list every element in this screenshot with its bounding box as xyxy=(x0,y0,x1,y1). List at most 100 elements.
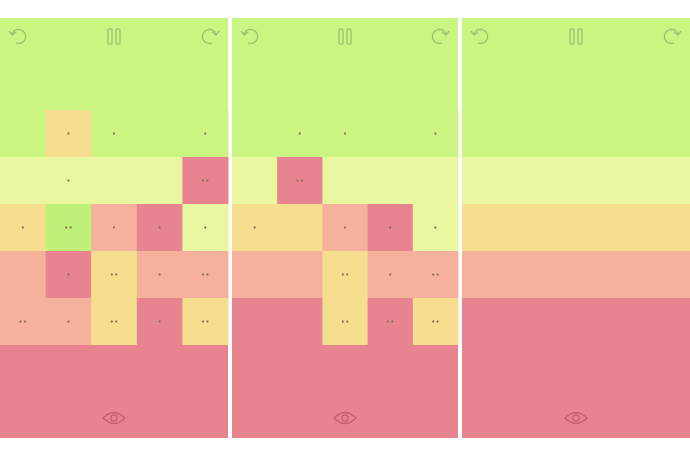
tile[interactable] xyxy=(232,251,278,298)
tile-dot xyxy=(343,226,347,229)
tile-dot xyxy=(21,226,24,229)
color-band xyxy=(462,204,690,251)
tile-dot xyxy=(201,273,205,276)
tile[interactable] xyxy=(182,157,229,204)
tile[interactable] xyxy=(136,110,183,157)
tile[interactable] xyxy=(322,298,369,345)
tile-dot xyxy=(158,320,161,323)
pause-bar[interactable] xyxy=(338,28,344,45)
redo-arrow xyxy=(673,30,682,36)
eye-pupil xyxy=(572,414,580,422)
eye-button[interactable] xyxy=(102,411,126,425)
tile[interactable] xyxy=(0,251,47,298)
tile[interactable] xyxy=(232,157,278,204)
tile[interactable] xyxy=(45,204,92,251)
tile[interactable] xyxy=(412,298,459,345)
eye-pupil xyxy=(341,414,349,422)
tile[interactable] xyxy=(91,251,138,298)
tile-dot xyxy=(434,132,437,135)
tile[interactable] xyxy=(0,110,47,157)
redo-button[interactable] xyxy=(201,28,217,45)
tile-dot xyxy=(389,226,392,229)
tile[interactable] xyxy=(91,298,138,345)
tile[interactable] xyxy=(277,251,323,298)
tile-dot xyxy=(391,320,394,323)
tile-dot xyxy=(204,226,207,229)
tile-dot xyxy=(110,273,113,276)
tile-dot xyxy=(346,273,349,276)
game-panel xyxy=(462,18,690,438)
tile[interactable] xyxy=(412,157,459,204)
sky-area xyxy=(462,18,690,157)
tile[interactable] xyxy=(367,157,414,204)
tile[interactable] xyxy=(277,298,323,345)
tile[interactable] xyxy=(136,157,183,204)
tile-dot xyxy=(206,179,209,182)
tile[interactable] xyxy=(277,204,323,251)
tile-dot xyxy=(253,226,256,229)
undo-arrow xyxy=(240,30,249,36)
redo-arrow xyxy=(441,30,450,36)
tile-dot xyxy=(346,320,349,323)
game-panel xyxy=(0,18,229,438)
eye-pupil xyxy=(110,414,118,422)
tile-dot xyxy=(201,179,205,182)
tile-dot xyxy=(69,226,72,229)
tile[interactable] xyxy=(182,251,229,298)
tile[interactable] xyxy=(277,157,323,204)
tile-dot xyxy=(436,273,439,276)
tile[interactable] xyxy=(367,110,414,157)
undo-button[interactable] xyxy=(473,28,489,45)
tile-dot xyxy=(110,320,113,323)
tile-dot xyxy=(115,320,118,323)
tile[interactable] xyxy=(0,157,47,204)
tile-dot xyxy=(386,320,390,323)
tile-dot xyxy=(434,226,437,229)
tile[interactable] xyxy=(0,298,47,345)
pause-bar[interactable] xyxy=(346,28,352,45)
color-band xyxy=(462,298,690,345)
tile-dot xyxy=(115,273,118,276)
tile-dot xyxy=(341,273,344,276)
tile-dot xyxy=(67,132,70,135)
tile[interactable] xyxy=(91,157,138,204)
tile-dot xyxy=(112,132,116,135)
tile-dot xyxy=(432,320,435,323)
tile[interactable] xyxy=(182,298,229,345)
tile[interactable] xyxy=(412,251,459,298)
tile-dot xyxy=(204,132,207,135)
tile-dot xyxy=(300,179,304,182)
tile-dot xyxy=(67,320,70,323)
tile-dot xyxy=(298,132,301,135)
tile-dot xyxy=(158,226,161,229)
tile-dot xyxy=(23,320,27,323)
tile[interactable] xyxy=(232,298,278,345)
tile-dot xyxy=(206,273,209,276)
tile-dot xyxy=(389,273,392,276)
tile-dot xyxy=(201,320,205,323)
tile-dot xyxy=(67,273,70,276)
tile[interactable] xyxy=(367,298,414,345)
redo-button[interactable] xyxy=(663,28,679,45)
tile[interactable] xyxy=(232,110,278,157)
floor-area xyxy=(232,345,458,438)
eye-button[interactable] xyxy=(564,411,588,425)
tile-dot xyxy=(436,320,439,323)
eye-button[interactable] xyxy=(333,411,357,425)
pause-bar[interactable] xyxy=(577,28,583,45)
redo-button[interactable] xyxy=(431,28,447,45)
tile-dot xyxy=(112,226,116,229)
game-panel xyxy=(232,18,459,438)
pause-bar[interactable] xyxy=(569,28,575,45)
pause-bar[interactable] xyxy=(115,28,121,45)
undo-button[interactable] xyxy=(243,28,259,45)
floor-area xyxy=(0,345,228,438)
tile-dot xyxy=(341,320,344,323)
pause-bar[interactable] xyxy=(107,28,113,45)
tile[interactable] xyxy=(322,157,369,204)
tile[interactable] xyxy=(322,251,369,298)
color-band xyxy=(462,157,690,204)
undo-button[interactable] xyxy=(11,28,27,45)
tile-dot xyxy=(65,226,68,229)
